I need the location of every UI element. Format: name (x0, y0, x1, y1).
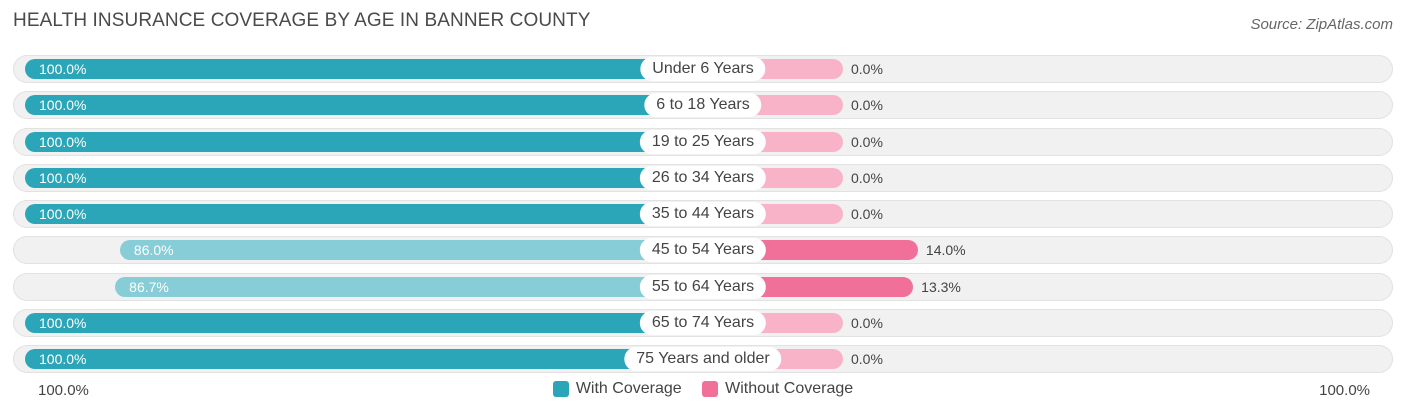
value-label-without-coverage: 14.0% (925, 242, 966, 259)
bar-with-coverage[interactable] (25, 95, 703, 116)
legend-swatch-without-coverage (702, 381, 719, 397)
value-label-with-coverage: 100.0% (39, 61, 87, 77)
value-label-without-coverage: 0.0% (851, 97, 883, 114)
legend-item-without-coverage[interactable]: Without Coverage (702, 380, 853, 398)
value-label-without-coverage: 0.0% (851, 61, 883, 77)
category-label: 26 to 34 Years (639, 165, 767, 190)
chart-source: Source: ZipAtlas.com (1250, 16, 1393, 33)
value-label-with-coverage: 86.0% (133, 242, 174, 259)
legend-label-without-coverage: Without Coverage (725, 380, 854, 397)
value-label-without-coverage: 0.0% (851, 351, 883, 367)
category-label: 6 to 18 Years (644, 93, 762, 118)
category-label: 75 Years and older (624, 347, 782, 371)
value-label-without-coverage: 13.3% (921, 278, 961, 295)
category-label: 55 to 64 Years (639, 274, 767, 299)
bar-with-coverage[interactable] (115, 276, 703, 297)
legend-item-with-coverage[interactable]: With Coverage (552, 380, 682, 398)
bar-with-coverage[interactable] (25, 312, 703, 333)
value-label-without-coverage: 0.0% (851, 169, 883, 186)
value-label-without-coverage: 0.0% (851, 206, 883, 222)
bar-with-coverage[interactable] (119, 240, 703, 261)
value-label-without-coverage: 0.0% (851, 133, 883, 150)
category-label: 65 to 74 Years (639, 310, 767, 335)
category-label: 35 to 44 Years (639, 202, 767, 226)
legend: With Coverage Without Coverage (0, 380, 1406, 402)
bar-with-coverage[interactable] (25, 131, 703, 152)
bar-with-coverage[interactable] (25, 167, 703, 188)
chart-title: HEALTH INSURANCE COVERAGE BY AGE IN BANN… (13, 10, 591, 31)
value-label-with-coverage: 100.0% (39, 351, 87, 367)
legend-label-with-coverage: With Coverage (575, 380, 682, 397)
axis-right-label: 100.0% (1319, 382, 1370, 399)
axis-left-label: 100.0% (38, 382, 89, 399)
value-label-with-coverage: 86.7% (129, 278, 169, 295)
category-label: Under 6 Years (640, 57, 766, 81)
legend-swatch-with-coverage (552, 381, 569, 397)
value-label-with-coverage: 100.0% (39, 97, 87, 114)
bar-with-coverage[interactable] (25, 349, 703, 369)
category-label: 19 to 25 Years (639, 129, 767, 154)
value-label-without-coverage: 0.0% (851, 314, 883, 331)
value-label-with-coverage: 100.0% (39, 133, 87, 150)
value-label-with-coverage: 100.0% (39, 314, 87, 331)
bar-with-coverage[interactable] (25, 59, 703, 79)
category-label: 45 to 54 Years (639, 238, 767, 263)
bar-with-coverage[interactable] (25, 204, 703, 224)
value-label-with-coverage: 100.0% (39, 206, 87, 222)
value-label-with-coverage: 100.0% (39, 169, 87, 186)
